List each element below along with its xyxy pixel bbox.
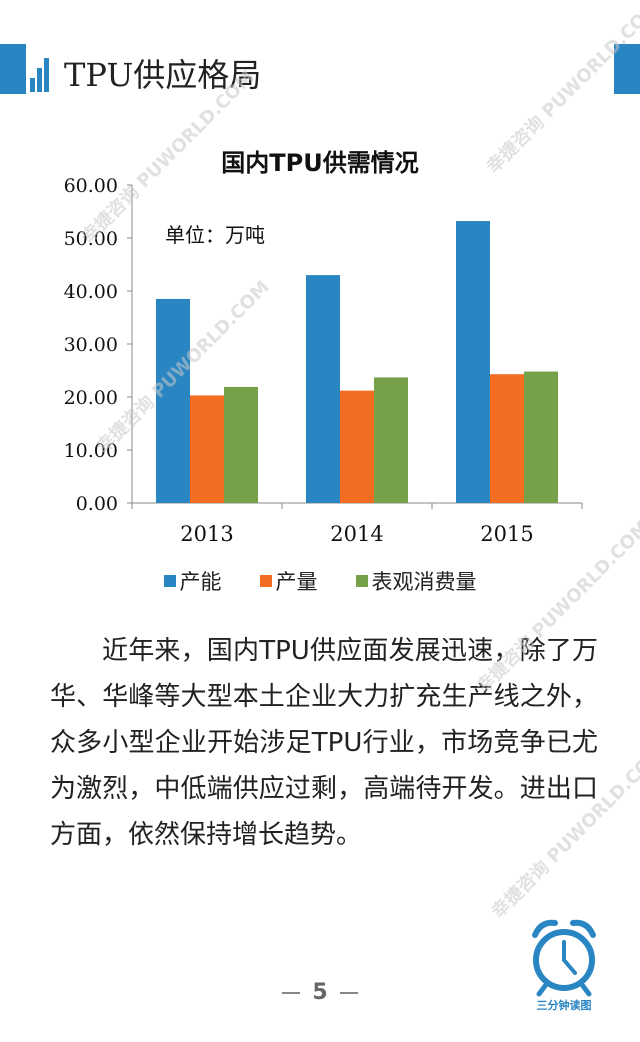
y-tick-label: 10.00 [64, 440, 118, 462]
bar [524, 371, 558, 503]
page-number-value: 5 [312, 980, 328, 1005]
y-tick-label: 50.00 [64, 228, 118, 250]
legend-swatch [355, 575, 368, 587]
legend-swatch [163, 575, 176, 587]
header-accent-right [614, 44, 640, 94]
legend-item: 产能 [163, 566, 222, 596]
x-tick-label: 2014 [330, 522, 383, 546]
title-bars-icon [30, 52, 50, 92]
bar [456, 221, 490, 504]
legend-item: 表观消费量 [355, 566, 477, 596]
body-paragraph: 近年来，国内TPU供应面发展迅速，除了万华、华峰等大型本土企业大力扩充生产线之外… [50, 636, 598, 850]
bar [340, 390, 374, 503]
legend-swatch [259, 575, 272, 587]
bar-chart: 0.00 10.00 20.00 30.00 40.00 50.00 60.00 2013 20… [64, 175, 583, 546]
bar [190, 395, 224, 503]
y-tick-label: 0.00 [76, 493, 118, 515]
legend-label: 产量 [275, 570, 318, 594]
dash-right [339, 992, 358, 994]
header-accent-left [0, 44, 26, 94]
unit-label: 单位：万吨 [165, 223, 265, 247]
x-tick-label: 2013 [180, 522, 233, 546]
alarm-clock-icon [532, 919, 596, 997]
chart-title: 国内TPU供需情况 [221, 149, 419, 177]
x-tick-label: 2015 [480, 522, 533, 546]
bar [224, 386, 258, 503]
page-number: 5 [0, 980, 640, 1005]
legend-label: 表观消费量 [371, 570, 477, 594]
legend-label: 产能 [179, 570, 222, 594]
logo-label: 三分钟读图 [536, 999, 592, 1012]
bar [374, 377, 408, 503]
alarm-clock-logo: 三分钟读图 [525, 915, 603, 1012]
legend-item: 产量 [259, 566, 318, 596]
y-tick-label: 30.00 [64, 334, 118, 356]
bar [306, 275, 340, 503]
y-tick-label: 40.00 [64, 281, 118, 303]
chart-legend: 产能 产量 表观消费量 [0, 566, 640, 596]
y-tick-label: 60.00 [64, 175, 118, 197]
bar [156, 298, 190, 503]
bar [490, 374, 524, 503]
dash-left [282, 992, 301, 994]
page-title: TPU供应格局 [64, 56, 262, 94]
y-tick-label: 20.00 [64, 387, 118, 409]
